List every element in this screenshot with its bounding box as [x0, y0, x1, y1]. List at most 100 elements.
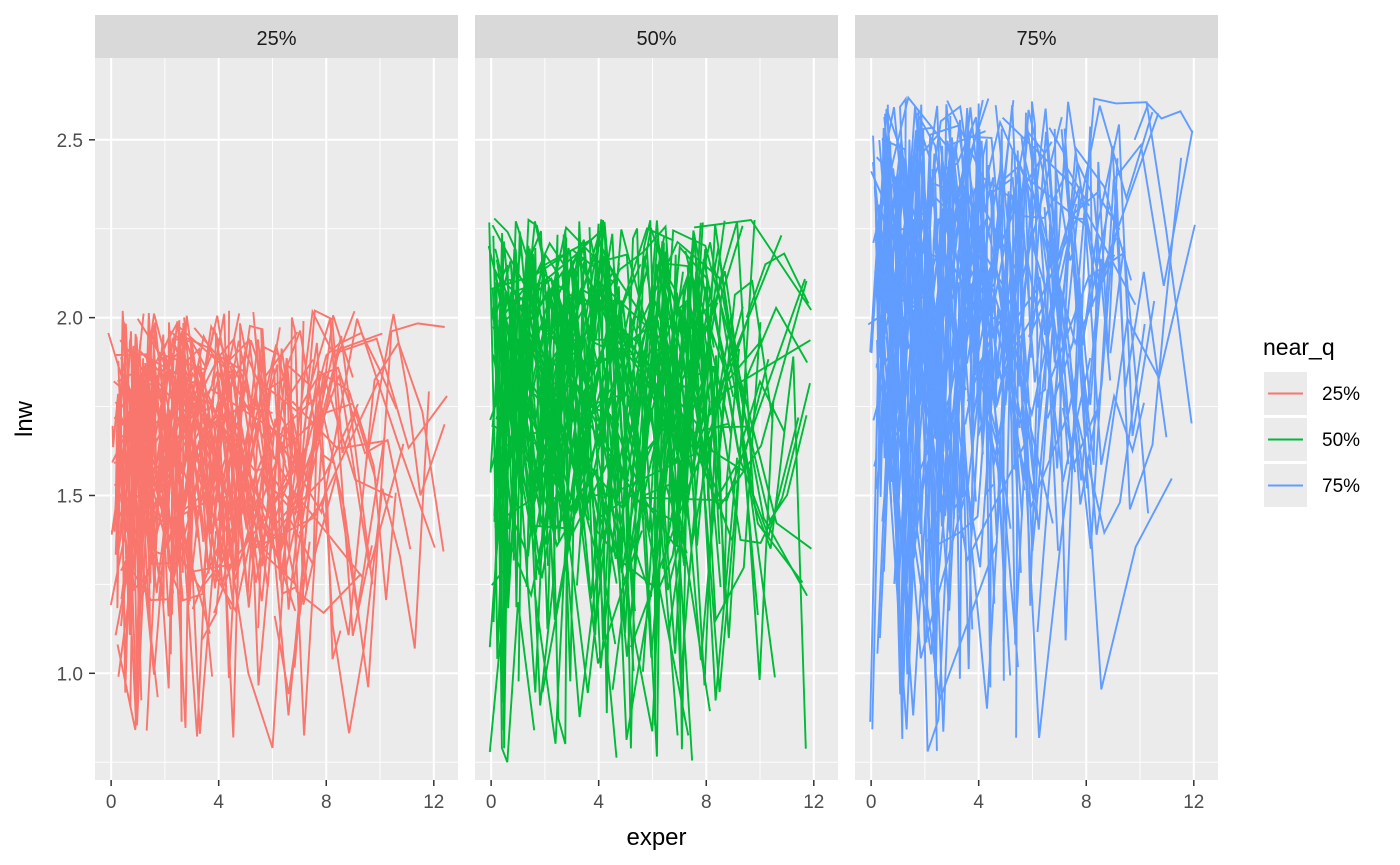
series-line: [225, 495, 290, 749]
series-line: [604, 227, 665, 757]
facet-panels: 25% 0 4 8 12 50% 0 4 8 12 75% 0 4 8 12: [95, 15, 1218, 813]
legend-entry: 75%: [1264, 464, 1360, 507]
series-line: [183, 317, 243, 738]
series-line: [145, 340, 254, 731]
series-line: [976, 140, 1026, 645]
series-line: [892, 116, 1063, 655]
series-line: [1061, 126, 1094, 450]
series-line: [188, 495, 217, 734]
facet-strip: [95, 15, 458, 58]
series-line: [510, 225, 656, 740]
facet-strip-label: 75%: [1016, 28, 1056, 50]
x-tick-label: 4: [973, 792, 984, 813]
legend: near_q 25% 50% 75%: [1263, 334, 1360, 507]
series-line: [544, 252, 707, 465]
series-line: [1002, 270, 1044, 642]
y-axis-title: lnw: [11, 400, 38, 437]
series-line: [637, 240, 808, 597]
legend-label: 75%: [1322, 476, 1360, 497]
series-lines: [107, 308, 448, 749]
series-line: [745, 252, 810, 318]
y-tick-label: 2.5: [57, 131, 83, 152]
series-line: [529, 235, 666, 565]
facet-strip: [475, 15, 838, 58]
legend-label: 25%: [1322, 384, 1360, 405]
legend-title: near_q: [1263, 334, 1335, 360]
series-line: [110, 361, 282, 564]
series-line: [540, 239, 645, 522]
series-line: [883, 240, 904, 523]
y-tick-label: 1.5: [57, 486, 83, 507]
series-line: [1001, 117, 1137, 306]
series-line: [664, 242, 804, 583]
series-line: [1063, 128, 1173, 690]
series-line: [144, 336, 238, 567]
x-tick-label: 0: [866, 792, 877, 813]
series-line: [187, 337, 238, 679]
series-line: [721, 360, 786, 454]
series-line: [191, 332, 383, 610]
series-line: [124, 498, 175, 594]
series-line: [964, 260, 1026, 491]
series-line: [919, 115, 952, 586]
series-lines: [487, 217, 812, 763]
legend-entry: 25%: [1264, 372, 1360, 415]
series-line: [117, 360, 166, 605]
series-line: [122, 491, 144, 589]
x-tick-label: 12: [1183, 792, 1204, 813]
series-line: [1017, 145, 1168, 469]
series-lines: [867, 95, 1196, 752]
x-tick-label: 12: [803, 792, 824, 813]
series-line: [297, 309, 397, 601]
x-tick-label: 4: [593, 792, 604, 813]
facet-strip-label: 25%: [256, 28, 296, 50]
series-line: [684, 250, 808, 523]
series-line: [1046, 97, 1193, 424]
series-line: [488, 222, 513, 731]
series-line: [276, 495, 362, 615]
series-line: [303, 342, 430, 734]
series-line: [675, 248, 733, 541]
series-line: [293, 322, 445, 688]
series-line: [1133, 102, 1194, 141]
x-tick-label: 12: [423, 792, 444, 813]
series-line: [628, 220, 689, 542]
series-line: [1016, 101, 1039, 408]
series-line: [162, 322, 185, 573]
x-tick-label: 8: [1081, 792, 1092, 813]
x-tick-label: 8: [321, 792, 332, 813]
series-line: [918, 131, 1019, 668]
series-line: [1053, 128, 1088, 641]
series-line: [885, 140, 1013, 716]
y-tick-label: 1.0: [57, 664, 83, 685]
x-axis-title: exper: [626, 824, 686, 851]
series-line: [1036, 130, 1194, 633]
series-line: [495, 282, 536, 763]
series-line: [1109, 246, 1150, 514]
series-line: [662, 282, 770, 498]
series-line: [288, 317, 305, 577]
series-line: [985, 415, 1012, 676]
series-line: [187, 404, 273, 480]
series-line: [113, 313, 145, 532]
facet-panel-3: 75% 0 4 8 12: [855, 15, 1218, 813]
legend-entry: 50%: [1264, 418, 1360, 461]
x-tick-label: 8: [701, 792, 712, 813]
series-line: [517, 248, 620, 669]
series-line: [204, 369, 378, 614]
series-line: [651, 273, 711, 546]
series-line: [125, 380, 222, 577]
series-line: [258, 395, 281, 588]
series-line: [229, 365, 359, 552]
series-line: [679, 329, 745, 472]
x-tick-label: 4: [213, 792, 224, 813]
series-line: [129, 334, 210, 675]
series-line: [873, 122, 965, 732]
legend-label: 50%: [1322, 430, 1360, 451]
y-tick-label: 2.0: [57, 309, 83, 330]
series-line: [574, 219, 756, 639]
series-line: [913, 246, 951, 752]
series-line: [693, 218, 812, 311]
y-axis: 1.0 1.5 2.0 2.5: [57, 131, 95, 685]
